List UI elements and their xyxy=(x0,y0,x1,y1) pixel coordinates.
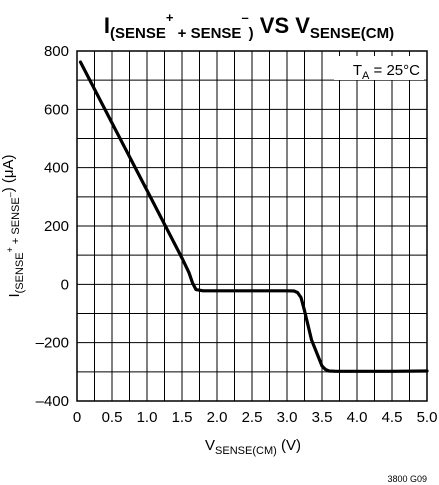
y-axis-label: I(SENSE+ + SENSE–) (μA) xyxy=(0,154,26,297)
chart-title: I(SENSE+ + SENSE–) VS VSENSE(CM) xyxy=(104,10,394,42)
y-tick-labels: –400 –200 0 200 400 600 800 xyxy=(36,43,69,410)
x-tick-label: 0 xyxy=(73,409,81,426)
x-tick-label: 1.0 xyxy=(137,409,158,426)
y-tick-label: 200 xyxy=(44,218,69,235)
x-tick-label: 3.0 xyxy=(277,409,298,426)
x-tick-label: 0.5 xyxy=(102,409,123,426)
x-tick-label: 3.5 xyxy=(312,409,333,426)
x-tick-label: 4.0 xyxy=(347,409,368,426)
y-tick-label: –200 xyxy=(36,335,69,352)
x-tick-label: 4.5 xyxy=(382,409,403,426)
grid-lines xyxy=(77,51,427,401)
annotation-background xyxy=(334,56,424,80)
series-line xyxy=(78,60,429,373)
y-tick-label: 600 xyxy=(44,101,69,118)
x-tick-label: 1.5 xyxy=(172,409,193,426)
temperature-annotation: TA = 25°C xyxy=(353,62,420,82)
y-tick-label: 800 xyxy=(44,43,69,60)
x-tick-label: 2.0 xyxy=(207,409,228,426)
x-tick-label: 2.5 xyxy=(242,409,263,426)
figure-id: 3800 G09 xyxy=(387,474,427,484)
x-tick-label: 5.0 xyxy=(417,409,438,426)
y-tick-label: 400 xyxy=(44,160,69,177)
y-tick-label: 0 xyxy=(61,276,69,293)
y-tick-label: –400 xyxy=(36,393,69,410)
x-tick-labels: 0 0.5 1.0 1.5 2.0 2.5 3.0 3.5 4.0 4.5 5.0 xyxy=(73,409,438,426)
x-axis-label: VSENSE(CM) (V) xyxy=(205,437,301,457)
plot-frame xyxy=(76,50,428,402)
